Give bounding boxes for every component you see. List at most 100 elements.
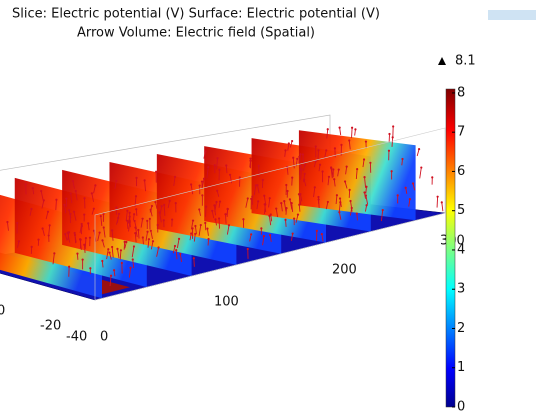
arrow-head <box>42 199 45 202</box>
field-arrow <box>349 207 353 216</box>
arrow-head <box>190 183 193 186</box>
arrow-head <box>291 232 294 235</box>
arrow-head <box>401 157 404 161</box>
arrow-head <box>132 245 136 248</box>
arrow-head <box>387 149 391 152</box>
field-arrow <box>245 198 249 208</box>
field-arrow <box>126 220 129 229</box>
field-arrow <box>172 245 176 254</box>
arrow-head <box>291 139 294 143</box>
arrow-head <box>88 236 92 239</box>
arrow-head <box>257 200 260 203</box>
arrow-head <box>173 175 177 178</box>
arrow-head <box>84 237 88 240</box>
arrow-head <box>154 200 157 204</box>
arrow-head <box>73 233 77 237</box>
colorbar-tick-label: 3 <box>457 282 465 297</box>
arrow-head <box>228 173 232 176</box>
arrow-head <box>141 236 144 239</box>
field-arrow <box>345 166 348 175</box>
arrow-head <box>408 198 412 201</box>
field-arrow <box>173 176 176 187</box>
field-arrow <box>97 232 101 242</box>
arrow-head <box>356 167 359 171</box>
arrow-head <box>204 150 207 153</box>
field-arrow <box>84 238 87 249</box>
arrow-head <box>175 248 178 252</box>
field-arrow <box>412 183 416 191</box>
field-arrow <box>167 200 171 209</box>
bounding-top <box>94 127 446 301</box>
arrow-head <box>102 212 105 216</box>
field-arrow <box>193 233 196 242</box>
field-arrow <box>303 173 306 183</box>
field-arrow <box>140 218 144 228</box>
arrow-head <box>146 230 149 233</box>
arrow-head <box>317 195 320 199</box>
colorbar-max: 8.1 <box>455 54 476 69</box>
field-arrow <box>83 244 86 253</box>
arrow-head <box>80 222 83 226</box>
field-arrow <box>42 228 45 236</box>
field-arrow <box>391 137 394 147</box>
field-arrow <box>295 214 299 223</box>
field-arrow <box>408 199 411 207</box>
field-arrow <box>156 247 159 257</box>
axis-label: 100 <box>214 295 239 310</box>
field-arrow <box>198 224 202 236</box>
arrow-head <box>111 245 114 249</box>
field-arrow <box>292 157 295 169</box>
field-arrow <box>355 169 358 180</box>
arrow-head <box>365 204 368 207</box>
field-arrow <box>364 177 367 188</box>
arrow-head <box>261 178 264 182</box>
colorbar-tick-label: 8 <box>457 85 465 100</box>
arrow-head <box>213 164 216 167</box>
arrow-head <box>246 197 249 200</box>
field-arrow <box>211 210 215 219</box>
arrow-head <box>275 207 278 210</box>
arrow-head <box>332 168 335 171</box>
field-arrow <box>249 234 252 242</box>
field-arrow <box>268 215 272 226</box>
field-arrow <box>194 225 197 235</box>
field-arrow <box>75 190 78 201</box>
arrow-head <box>268 197 271 200</box>
field-arrow <box>299 154 301 164</box>
arrow-head <box>257 164 260 167</box>
arrow-head <box>268 233 272 237</box>
arrow-head <box>199 223 202 227</box>
field-arrow <box>416 148 420 157</box>
colorbar-tick-label: 4 <box>457 242 465 257</box>
arrow-head <box>171 218 174 221</box>
arrow-head <box>350 126 354 129</box>
field-arrow <box>163 204 166 216</box>
arrow-head <box>16 221 19 225</box>
colorbar-tick-label: 5 <box>457 203 465 218</box>
arrow-head <box>292 156 295 159</box>
field-arrow <box>154 201 158 209</box>
field-arrow <box>137 229 140 239</box>
arrow-head <box>213 204 216 207</box>
arrow-head <box>314 145 317 148</box>
field-arrow <box>114 180 117 189</box>
field-arrow <box>299 194 303 202</box>
field-arrow <box>335 195 338 205</box>
field-arrow <box>102 240 105 248</box>
arrow-head <box>225 164 228 167</box>
arrow-head <box>198 208 201 211</box>
field-arrow <box>132 259 135 268</box>
field-arrow <box>117 248 120 259</box>
arrow-head <box>206 227 209 230</box>
field-arrow <box>303 179 307 187</box>
field-arrow <box>344 181 348 189</box>
arrow-head <box>299 164 302 168</box>
arrow-head <box>204 205 208 208</box>
arrow-head <box>202 177 206 180</box>
field-arrow <box>176 238 180 249</box>
arrow-head <box>317 149 320 152</box>
arrow-head <box>333 178 336 181</box>
arrow-head <box>69 192 72 195</box>
field-arrow <box>150 230 153 239</box>
title-line: Slice: Electric potential (V) Surface: E… <box>12 7 380 22</box>
